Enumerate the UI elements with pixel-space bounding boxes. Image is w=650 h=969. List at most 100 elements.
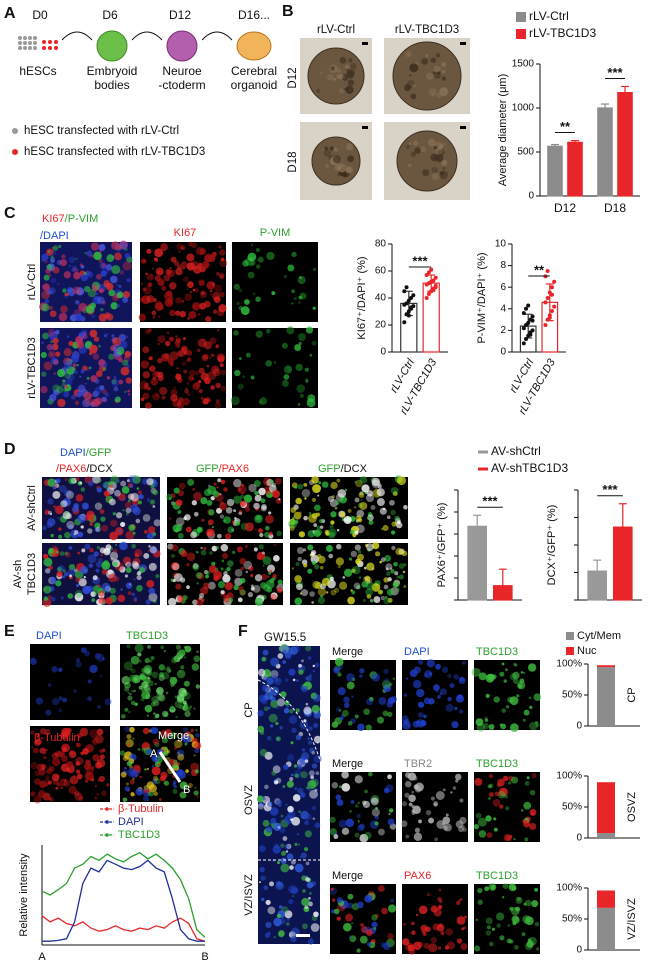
texture bbox=[256, 795, 264, 803]
texture bbox=[498, 787, 508, 797]
texture bbox=[159, 798, 162, 801]
data-point bbox=[549, 308, 554, 313]
texture bbox=[127, 389, 131, 393]
texture bbox=[464, 915, 467, 919]
stacked-bar bbox=[597, 890, 615, 908]
texture bbox=[343, 696, 350, 704]
data-point bbox=[524, 306, 529, 311]
texture bbox=[326, 591, 329, 594]
texture bbox=[433, 146, 437, 150]
texture bbox=[415, 913, 419, 917]
texture bbox=[325, 164, 330, 169]
texture bbox=[266, 251, 275, 261]
texture bbox=[204, 488, 212, 497]
texture bbox=[41, 371, 47, 377]
texture bbox=[311, 560, 317, 565]
texture bbox=[269, 724, 274, 728]
texture bbox=[245, 352, 251, 358]
texture bbox=[135, 518, 141, 524]
texture bbox=[302, 889, 306, 893]
texture bbox=[512, 671, 520, 680]
texture bbox=[447, 673, 452, 679]
texture bbox=[451, 721, 459, 729]
texture bbox=[213, 482, 217, 486]
texture bbox=[418, 905, 428, 915]
texture bbox=[306, 398, 316, 408]
texture bbox=[291, 289, 296, 294]
texture bbox=[484, 718, 489, 723]
texture bbox=[60, 259, 68, 267]
texture bbox=[237, 383, 244, 390]
texture bbox=[384, 678, 389, 683]
texture bbox=[79, 481, 83, 485]
texture bbox=[266, 801, 273, 808]
texture bbox=[503, 794, 509, 799]
texture bbox=[200, 372, 209, 381]
data-point bbox=[543, 300, 548, 305]
panel-letter: D bbox=[4, 441, 16, 458]
texture bbox=[439, 692, 443, 696]
texture bbox=[100, 270, 107, 277]
texture bbox=[125, 782, 129, 786]
texture bbox=[300, 771, 308, 779]
texture bbox=[350, 589, 353, 592]
texture bbox=[48, 565, 53, 570]
texture bbox=[297, 276, 306, 285]
texture bbox=[146, 748, 153, 755]
texture bbox=[148, 592, 158, 602]
texture bbox=[336, 916, 341, 921]
texture bbox=[307, 568, 313, 574]
texture bbox=[131, 592, 135, 597]
texture bbox=[390, 567, 393, 570]
texture bbox=[328, 531, 336, 539]
texture bbox=[68, 264, 72, 268]
texture bbox=[502, 775, 509, 782]
texture bbox=[192, 382, 201, 391]
texture bbox=[330, 511, 337, 518]
texture bbox=[115, 543, 118, 547]
texture bbox=[262, 649, 269, 656]
texture bbox=[294, 575, 302, 583]
texture bbox=[157, 315, 161, 319]
texture bbox=[210, 385, 215, 390]
data-point bbox=[530, 328, 535, 333]
texture bbox=[207, 519, 214, 526]
texture bbox=[198, 379, 202, 384]
texture bbox=[160, 775, 166, 782]
texture bbox=[425, 809, 432, 816]
texture bbox=[75, 300, 80, 305]
texture bbox=[74, 592, 84, 602]
texture bbox=[293, 511, 302, 520]
texture bbox=[169, 336, 174, 342]
texture bbox=[535, 947, 540, 951]
texture bbox=[267, 706, 271, 710]
texture bbox=[122, 297, 129, 303]
texture bbox=[139, 566, 146, 573]
texture bbox=[250, 584, 254, 588]
texture bbox=[354, 497, 360, 503]
texture bbox=[42, 332, 49, 340]
texture bbox=[186, 552, 196, 562]
texture bbox=[423, 714, 427, 719]
texture bbox=[78, 795, 84, 801]
texture bbox=[234, 568, 243, 577]
texture bbox=[178, 649, 186, 657]
texture bbox=[396, 575, 400, 579]
y-tick-label: 0 bbox=[576, 721, 582, 732]
texture bbox=[183, 680, 190, 687]
texture bbox=[70, 394, 76, 400]
texture bbox=[298, 333, 306, 341]
texture bbox=[345, 166, 352, 174]
texture bbox=[90, 766, 95, 770]
texture bbox=[330, 520, 335, 525]
texture bbox=[296, 832, 300, 836]
texture bbox=[78, 578, 87, 587]
texture bbox=[151, 671, 159, 679]
texture bbox=[347, 508, 352, 513]
texture bbox=[154, 248, 164, 258]
texture bbox=[141, 747, 146, 752]
texture bbox=[265, 360, 273, 367]
texture bbox=[259, 866, 265, 873]
texture bbox=[141, 667, 146, 673]
region-label: OSVZ bbox=[243, 785, 255, 815]
